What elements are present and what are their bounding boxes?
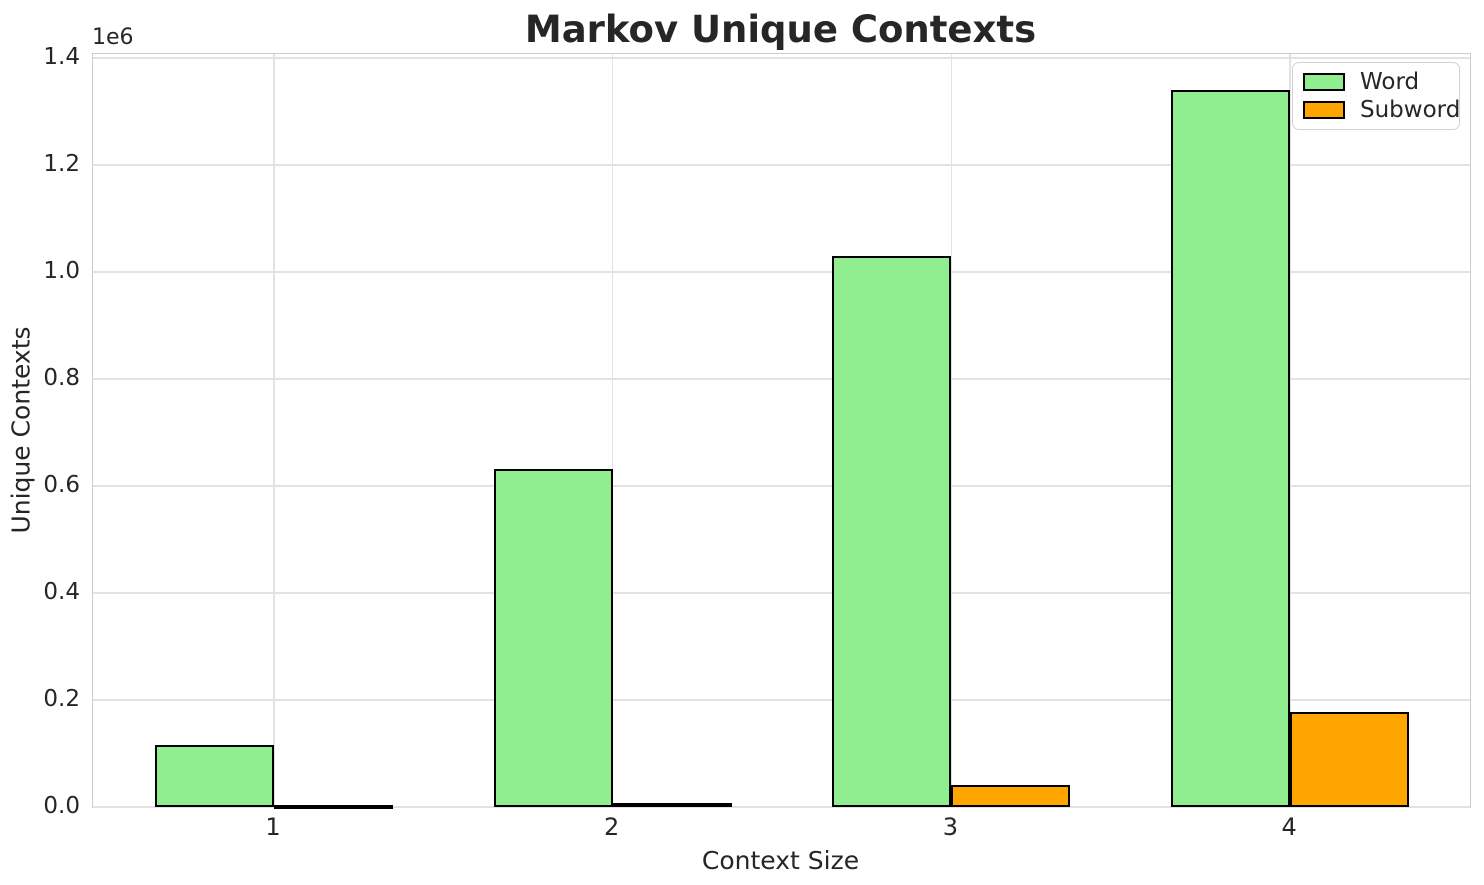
bar-subword-context-2 [612,802,732,807]
y-tick-label: 0.4 [43,579,80,605]
gridline-horizontal [93,592,1470,594]
bar-word-context-1 [155,745,274,807]
plot-area [92,53,1471,809]
gridline-vertical [273,54,275,807]
legend-label-subword: Subword [1360,96,1461,123]
y-tick-label: 0.2 [43,686,80,712]
y-tick-label: 0.0 [43,793,80,819]
bar-word-context-3 [832,255,952,807]
gridline-horizontal [93,806,1470,808]
x-tick-label: 2 [604,813,620,841]
legend-item-subword: Subword [1303,98,1460,122]
gridline-horizontal [93,378,1470,380]
bar-word-context-4 [1171,90,1291,807]
chart-title: Markov Unique Contexts [524,8,1037,51]
gridline-horizontal [93,699,1470,701]
y-tick-label: 0.8 [43,365,80,391]
gridline-vertical [1289,54,1291,807]
y-axis-label: Unique Contexts [6,326,36,534]
legend-item-word: Word [1303,70,1449,94]
bar-subword-context-3 [951,784,1071,807]
legend-swatch-word [1303,73,1345,92]
gridline-vertical [950,54,953,807]
y-tick-label: 0.6 [43,472,80,498]
y-tick-label: 1.4 [43,44,80,70]
bar-subword-context-4 [1290,711,1410,807]
legend-label-word: Word [1360,69,1420,96]
y-axis-offset-label: 1e6 [92,25,134,50]
y-tick-label: 1.2 [43,151,80,177]
gridline-horizontal [93,271,1470,273]
gridline-horizontal [93,57,1470,59]
bar-word-context-2 [493,468,613,807]
gridline-horizontal [93,164,1470,166]
x-tick-label: 1 [265,813,281,841]
x-tick-label: 4 [1281,813,1297,841]
gridline-vertical [611,54,614,807]
bar-subword-context-1 [274,805,393,809]
x-tick-label: 3 [942,813,959,841]
gridline-horizontal [93,485,1470,487]
legend: Word Subword [1292,62,1460,130]
x-axis-label: Context Size [701,846,860,875]
legend-swatch-subword [1303,100,1345,119]
y-tick-label: 1.0 [43,258,80,284]
